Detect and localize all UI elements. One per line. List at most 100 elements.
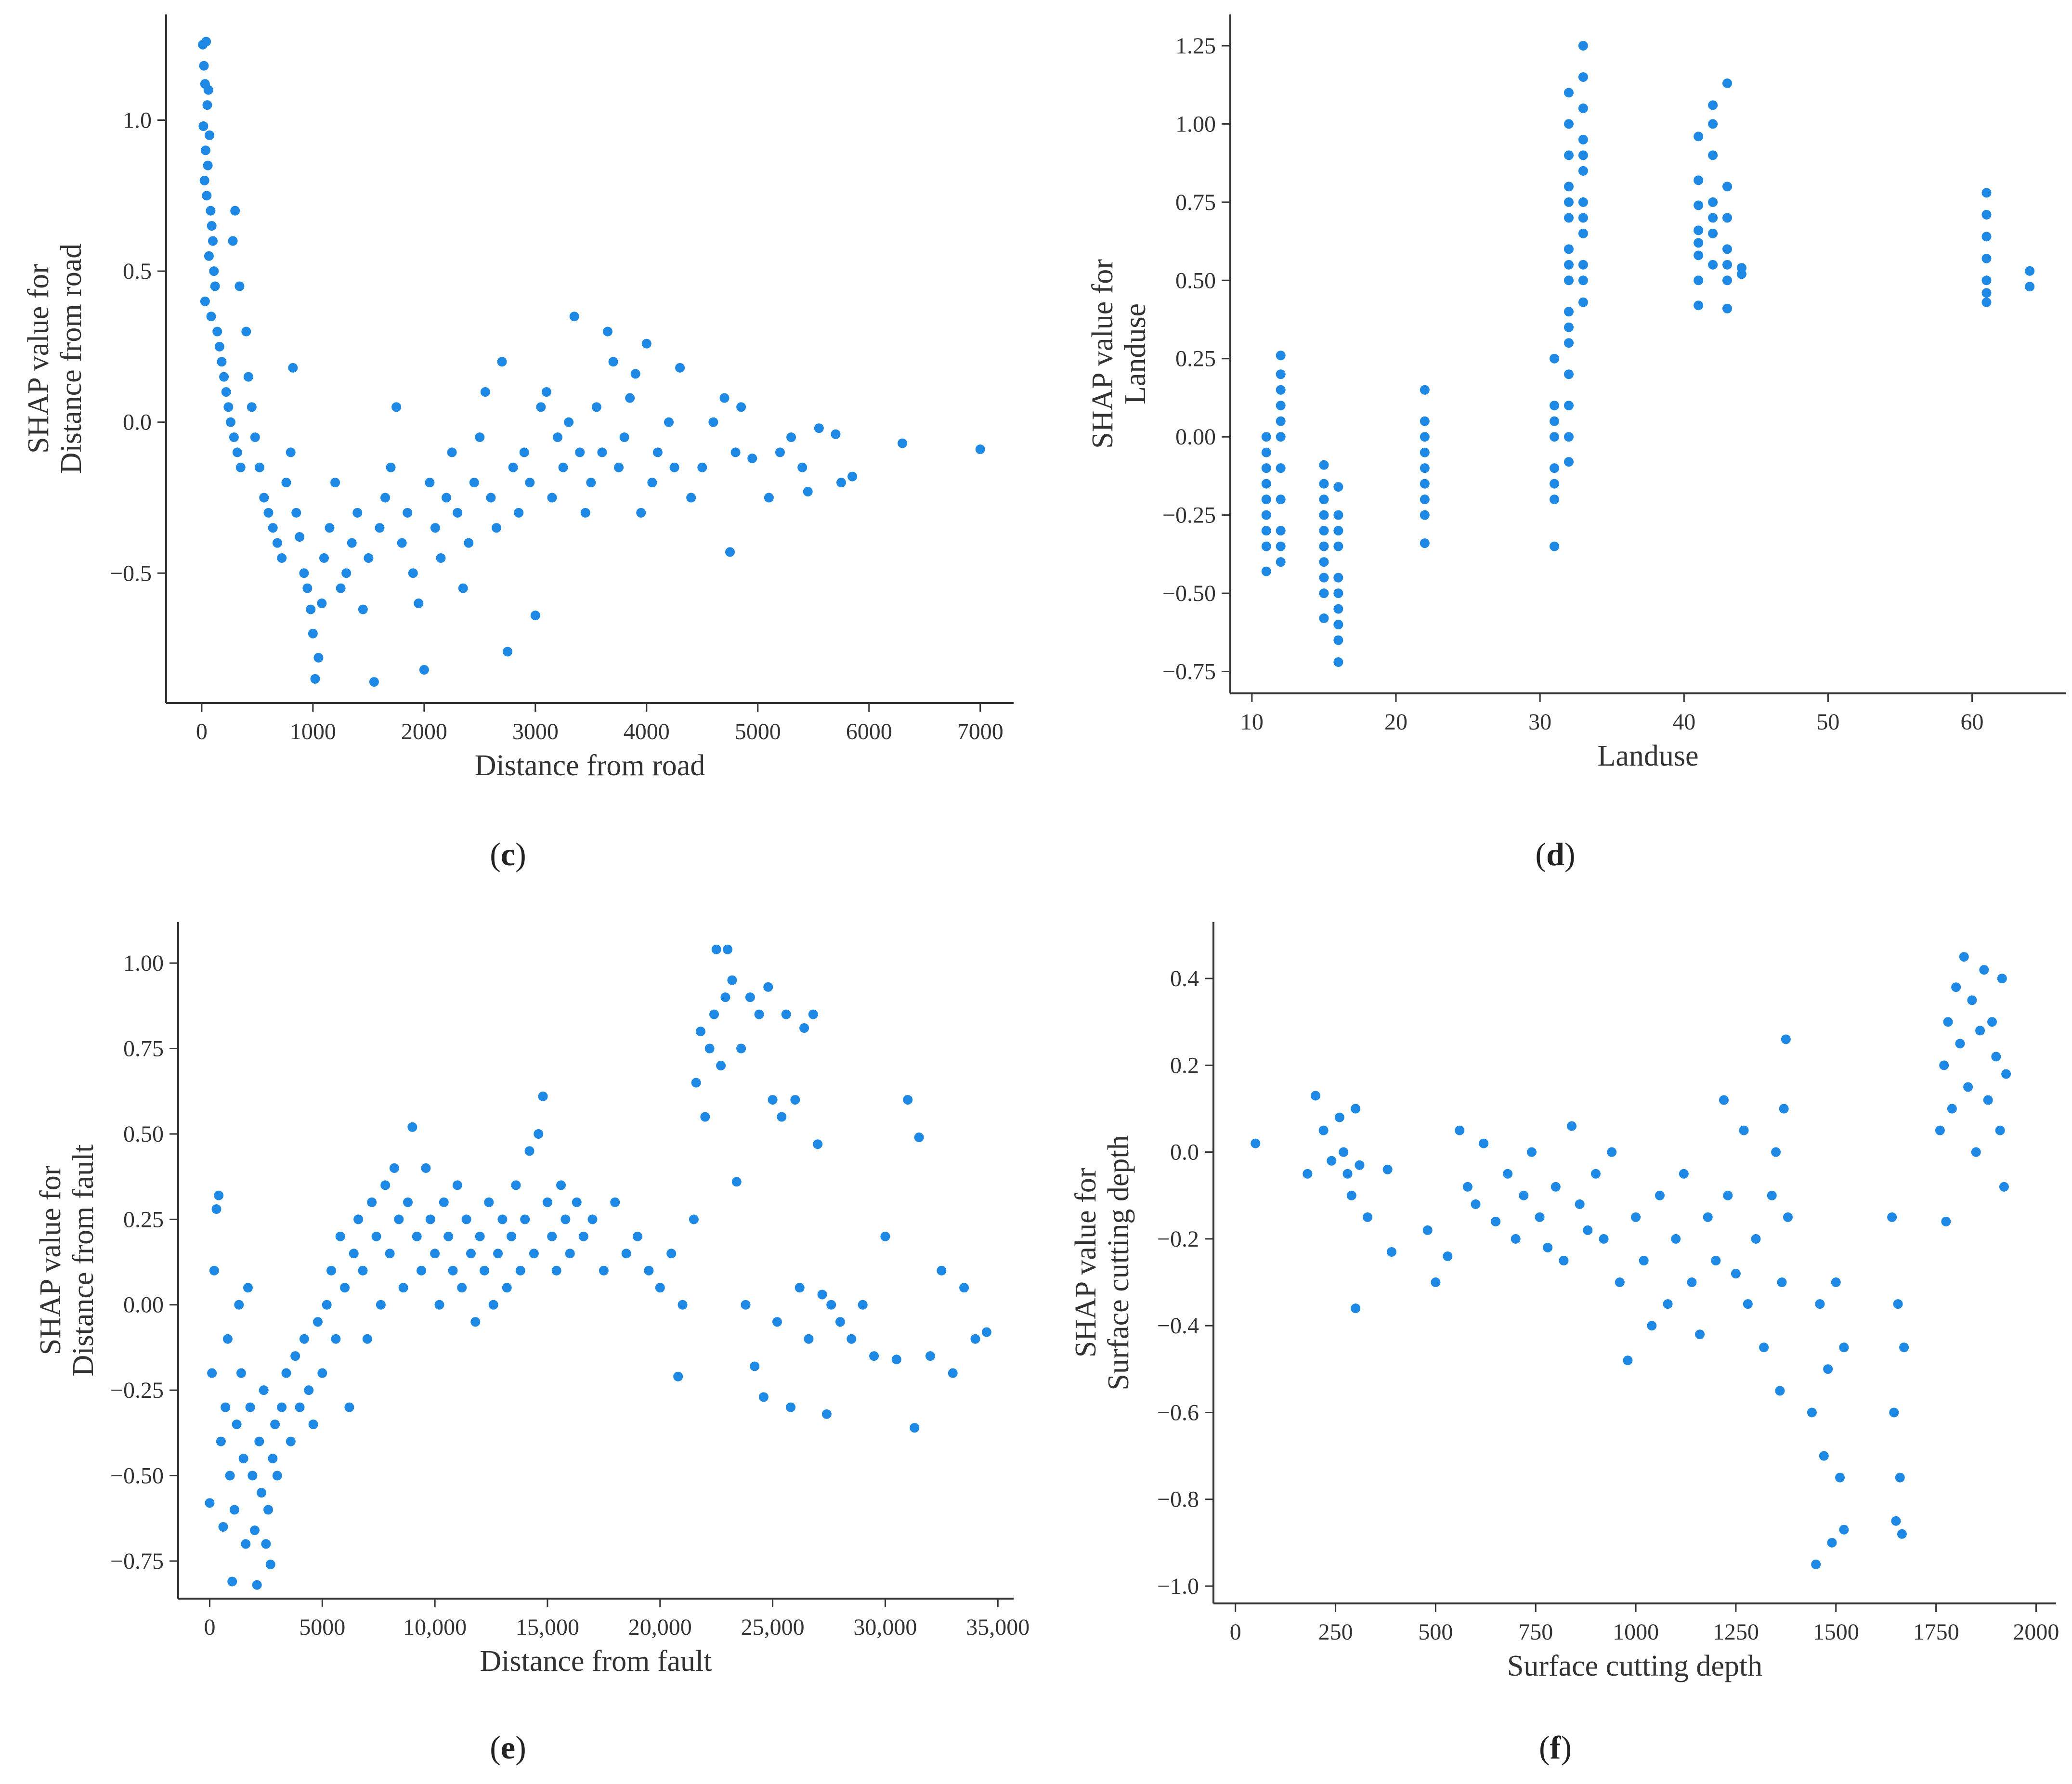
data-point [1567, 1121, 1577, 1131]
data-point [1708, 150, 1718, 160]
data-point [1261, 432, 1271, 442]
data-point [1261, 510, 1271, 520]
data-point [268, 523, 278, 533]
data-point [325, 523, 335, 533]
data-point [425, 1214, 435, 1224]
x-tick-label-f: 1000 [1613, 1619, 1659, 1645]
data-point [1775, 1386, 1785, 1396]
data-point [1703, 1212, 1713, 1222]
x-tick-label-e: 5000 [299, 1615, 345, 1640]
data-point [1981, 275, 1992, 286]
data-point [443, 1231, 454, 1241]
data-point [1564, 88, 1574, 98]
data-point [547, 1231, 557, 1241]
data-point [1276, 351, 1286, 361]
data-point [664, 417, 674, 427]
data-point [232, 447, 242, 457]
y-axis-label-e: SHAP value for [34, 1165, 67, 1355]
data-point [1333, 526, 1343, 536]
data-point [686, 493, 696, 503]
data-point [745, 992, 755, 1003]
data-point [480, 1265, 490, 1276]
data-point [1583, 1225, 1593, 1235]
data-point [551, 1265, 561, 1276]
data-point [369, 677, 379, 687]
data-point [1564, 275, 1574, 286]
data-point [414, 599, 424, 609]
data-point [1276, 432, 1286, 442]
data-point [1991, 1052, 2001, 1062]
data-point [1722, 182, 1733, 192]
data-point [1722, 244, 1733, 254]
data-point [1899, 1342, 1909, 1353]
y-tick-label-e: −0.75 [110, 1549, 164, 1574]
data-point [636, 508, 646, 518]
data-point [1694, 131, 1704, 142]
data-point [288, 363, 298, 373]
data-point [380, 1180, 391, 1190]
data-point [720, 992, 730, 1003]
data-point [597, 447, 607, 457]
panel-label-e: (e) [490, 1729, 526, 1766]
x-axis-label-c: Distance from road [475, 749, 705, 782]
data-point [1491, 1216, 1501, 1226]
data-point [1342, 1169, 1353, 1179]
data-point [225, 1471, 235, 1481]
data-point [1981, 297, 1992, 307]
data-point [1550, 541, 1560, 551]
data-point [1823, 1364, 1833, 1374]
data-point [1997, 974, 2007, 984]
data-point [469, 478, 479, 488]
data-point [1333, 573, 1343, 583]
data-point [1578, 297, 1588, 307]
data-point [1578, 40, 1588, 51]
data-point [403, 1197, 413, 1207]
data-point [1310, 1091, 1320, 1101]
x-tick-label-d: 60 [1961, 709, 1984, 735]
data-point [263, 508, 274, 518]
data-point [457, 1283, 467, 1293]
data-point [362, 1334, 372, 1344]
data-point [1889, 1407, 1899, 1418]
data-point [831, 429, 841, 439]
data-point [847, 1334, 857, 1344]
data-point [536, 402, 546, 412]
data-point [719, 393, 730, 403]
data-point [290, 1351, 300, 1361]
data-point [221, 387, 231, 397]
data-point [1276, 369, 1286, 379]
data-point [1564, 369, 1574, 379]
x-axis-label-e: Distance from fault [480, 1645, 712, 1678]
data-point [1564, 307, 1574, 317]
data-point [813, 1139, 823, 1149]
data-point [898, 438, 908, 448]
data-point [1887, 1212, 1897, 1222]
data-point [1631, 1212, 1641, 1222]
data-point [1431, 1277, 1441, 1288]
data-point [1261, 463, 1271, 473]
data-point [302, 583, 313, 593]
data-point [212, 326, 222, 337]
data-point [641, 339, 652, 349]
data-point [891, 1354, 901, 1365]
data-point [1731, 1269, 1741, 1279]
data-point [689, 1214, 699, 1224]
data-point [708, 417, 718, 427]
data-point [1564, 244, 1574, 254]
data-point [695, 1027, 705, 1037]
data-point [1276, 385, 1286, 395]
data-point [1319, 479, 1329, 489]
data-point [644, 1265, 654, 1276]
x-tick-label-f: 250 [1318, 1619, 1353, 1645]
points-c [198, 37, 985, 687]
y-axis-label-d: SHAP value for [1086, 259, 1119, 449]
data-point [295, 532, 305, 542]
data-point [326, 1265, 337, 1276]
data-point [1578, 150, 1588, 160]
data-point [250, 432, 260, 443]
data-point [797, 462, 808, 472]
y-tick-label-f: −0.8 [1157, 1487, 1199, 1512]
data-point [821, 1409, 832, 1419]
data-point [1708, 213, 1718, 223]
data-point [1971, 1147, 1981, 1157]
